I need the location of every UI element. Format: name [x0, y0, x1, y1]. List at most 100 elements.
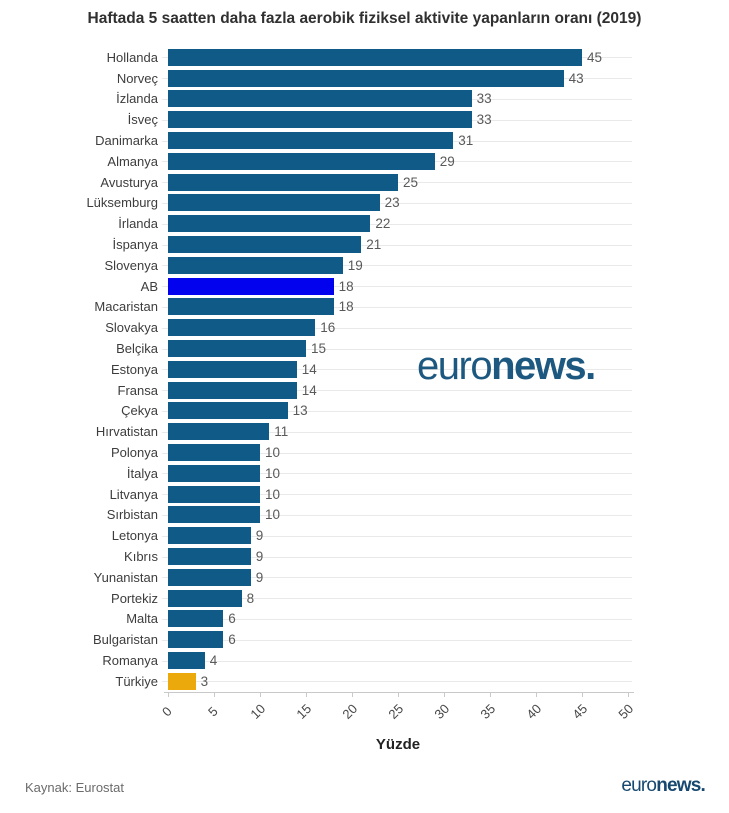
category-label: Danimarka [95, 133, 158, 149]
value-label: 9 [255, 569, 264, 585]
x-axis-tick-label: 0 [159, 703, 175, 720]
bar [168, 111, 472, 129]
bar [168, 340, 306, 358]
category-label: Hırvatistan [95, 424, 158, 440]
gridline [162, 660, 632, 662]
gridline [162, 681, 632, 683]
value-label: 8 [246, 590, 255, 606]
value-label: 19 [347, 257, 363, 273]
value-label: 25 [403, 174, 419, 190]
bar-track: 9 [162, 546, 632, 567]
bar-row: Slovenya 19 [0, 255, 729, 276]
bar [168, 90, 472, 108]
gridline [162, 431, 632, 433]
bar-row: Sırbistan 10 [0, 505, 729, 526]
x-axis-tick [168, 693, 169, 697]
bar [168, 402, 288, 420]
category-label: Romanya [102, 653, 158, 668]
bar [168, 381, 297, 399]
bar-track: 43 [162, 68, 632, 89]
bar-row: İspanya 21 [0, 234, 729, 255]
bar-track: 18 [162, 276, 632, 297]
value-label: 29 [439, 153, 455, 169]
bar [168, 48, 582, 66]
value-label: 11 [274, 424, 289, 440]
value-label: 22 [375, 216, 391, 232]
value-label: 3 [200, 673, 209, 689]
bar-row: Slovakya 16 [0, 317, 729, 338]
bar [168, 69, 564, 87]
bar-row: Hırvatistan 11 [0, 421, 729, 442]
x-axis-tick-label: 50 [615, 701, 637, 722]
bar-row: AB 18 [0, 276, 729, 297]
value-label: 33 [476, 91, 492, 107]
x-axis-tick-label: 25 [385, 701, 407, 722]
bar-track: 18 [162, 297, 632, 318]
bar-row: Danimarka 31 [0, 130, 729, 151]
bar-track: 10 [162, 463, 632, 484]
bar-row: Yunanistan 9 [0, 567, 729, 588]
bar-track: 45 [162, 47, 632, 68]
bar-track: 33 [162, 109, 632, 130]
gridline [162, 535, 632, 537]
value-label: 43 [568, 70, 584, 86]
value-label: 6 [228, 611, 236, 627]
category-label: Lüksemburg [86, 195, 158, 211]
value-label: 18 [338, 299, 354, 315]
x-axis-line [164, 692, 634, 693]
gridline [162, 452, 632, 454]
bar [168, 152, 435, 170]
x-axis-tick [582, 693, 583, 697]
category-label: Almanya [107, 153, 158, 169]
category-label: Fransa [117, 382, 158, 398]
bar-row: İzlanda 33 [0, 89, 729, 110]
x-axis-tick-label: 40 [523, 701, 545, 722]
x-axis-tick-label: 35 [477, 701, 499, 722]
bar-row: Belçika 15 [0, 338, 729, 359]
watermark-logo-light-part: euro [417, 344, 493, 388]
category-label: Portekiz [111, 590, 158, 606]
bar-track: 22 [162, 213, 632, 234]
bar-track: 11 [162, 421, 632, 442]
category-label: Slovenya [104, 257, 158, 273]
category-label: İrlanda [118, 216, 158, 232]
x-axis-tick-label: 30 [431, 701, 453, 722]
value-label: 33 [476, 112, 492, 128]
bar [168, 464, 260, 482]
value-label: 13 [292, 403, 308, 419]
bar [168, 215, 371, 233]
value-label: 9 [255, 549, 264, 565]
value-label: 31 [458, 133, 474, 149]
gridline [162, 265, 632, 267]
bar-row: Malta 6 [0, 609, 729, 630]
category-label: Macaristan [94, 299, 158, 315]
gridline [162, 598, 632, 600]
value-label: 45 [587, 49, 603, 65]
bar-track: 19 [162, 255, 632, 276]
category-label: Litvanya [109, 486, 158, 502]
category-label: Çekya [121, 403, 158, 419]
gridline [162, 348, 632, 350]
gridline [162, 244, 632, 246]
gridline [162, 223, 632, 225]
category-label: İtalya [126, 465, 158, 481]
category-label: Kıbrıs [124, 549, 158, 565]
value-label: 4 [209, 653, 218, 668]
bar-track: 6 [162, 629, 632, 650]
x-axis-tick [214, 693, 215, 697]
category-label: Hollanda [106, 49, 158, 65]
bar-track: 15 [162, 338, 632, 359]
gridline [162, 556, 632, 558]
bar-track: 10 [162, 442, 632, 463]
x-axis-tick-label: 10 [247, 701, 269, 722]
bar-track: 8 [162, 588, 632, 609]
category-label: AB [140, 278, 158, 294]
bar-track: 14 [162, 380, 632, 401]
bar [168, 236, 362, 254]
bar-row: Lüksemburg 23 [0, 193, 729, 214]
bar [168, 277, 334, 295]
x-axis-tick-label: 45 [569, 701, 591, 722]
bar [168, 256, 343, 274]
x-axis-tick [490, 693, 491, 697]
